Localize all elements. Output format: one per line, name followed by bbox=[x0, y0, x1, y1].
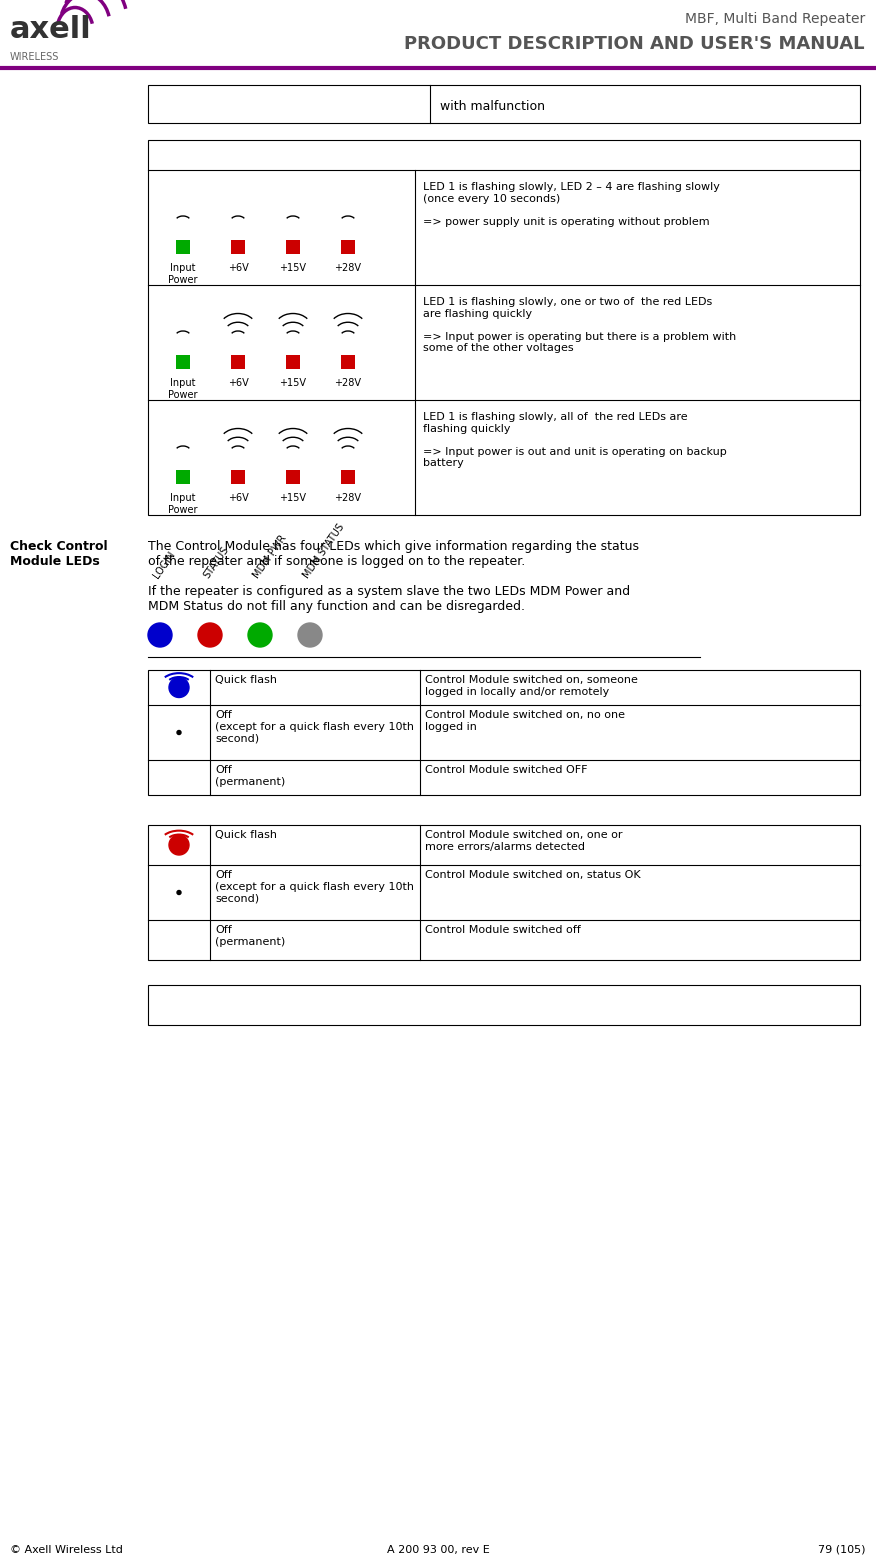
Circle shape bbox=[148, 623, 172, 646]
Text: +6V: +6V bbox=[228, 493, 249, 503]
Text: Off
(permanent): Off (permanent) bbox=[215, 926, 286, 946]
Text: Input
Power: Input Power bbox=[168, 262, 198, 284]
FancyBboxPatch shape bbox=[148, 826, 860, 960]
Text: Quick flash: Quick flash bbox=[215, 674, 277, 685]
Text: Control Module switched on, no one
logged in: Control Module switched on, no one logge… bbox=[425, 710, 625, 732]
Text: Off
(permanent): Off (permanent) bbox=[215, 765, 286, 787]
FancyBboxPatch shape bbox=[286, 354, 300, 368]
FancyBboxPatch shape bbox=[341, 354, 355, 368]
Text: +15V: +15V bbox=[279, 378, 307, 389]
Text: +15V: +15V bbox=[279, 262, 307, 273]
FancyBboxPatch shape bbox=[148, 84, 860, 123]
Text: The Control Module has four LEDs which give information regarding the status
of : The Control Module has four LEDs which g… bbox=[148, 540, 639, 613]
Text: Control Module switched on, one or
more errors/alarms detected: Control Module switched on, one or more … bbox=[425, 830, 623, 852]
FancyBboxPatch shape bbox=[176, 470, 190, 484]
FancyBboxPatch shape bbox=[176, 240, 190, 254]
FancyBboxPatch shape bbox=[286, 470, 300, 484]
Circle shape bbox=[177, 890, 181, 894]
Text: STATUS: STATUS bbox=[201, 545, 230, 581]
Text: +28V: +28V bbox=[335, 378, 362, 389]
FancyBboxPatch shape bbox=[148, 985, 860, 1026]
Text: +15V: +15V bbox=[279, 493, 307, 503]
Text: with malfunction: with malfunction bbox=[440, 100, 545, 112]
Text: Check Control
Module LEDs: Check Control Module LEDs bbox=[10, 540, 108, 568]
Text: MDM PWR: MDM PWR bbox=[251, 534, 289, 581]
Text: Quick flash: Quick flash bbox=[215, 830, 277, 840]
Text: +6V: +6V bbox=[228, 378, 249, 389]
Circle shape bbox=[169, 723, 189, 743]
Circle shape bbox=[169, 768, 189, 787]
Text: LED 1 is flashing slowly, LED 2 – 4 are flashing slowly
(once every 10 seconds)
: LED 1 is flashing slowly, LED 2 – 4 are … bbox=[423, 183, 720, 226]
FancyBboxPatch shape bbox=[341, 470, 355, 484]
Text: +28V: +28V bbox=[335, 262, 362, 273]
Text: Off
(except for a quick flash every 10th
second): Off (except for a quick flash every 10th… bbox=[215, 869, 414, 904]
Text: LOGIN: LOGIN bbox=[152, 549, 178, 581]
FancyBboxPatch shape bbox=[231, 470, 245, 484]
FancyBboxPatch shape bbox=[286, 240, 300, 254]
FancyBboxPatch shape bbox=[341, 240, 355, 254]
FancyBboxPatch shape bbox=[231, 354, 245, 368]
Circle shape bbox=[169, 835, 189, 855]
Circle shape bbox=[169, 677, 189, 698]
FancyBboxPatch shape bbox=[176, 354, 190, 368]
Text: 79 (105): 79 (105) bbox=[817, 1545, 865, 1555]
Text: Input
Power: Input Power bbox=[168, 378, 198, 400]
Text: MDM STATUS: MDM STATUS bbox=[302, 521, 347, 581]
Text: Input
Power: Input Power bbox=[168, 493, 198, 515]
Text: MBF, Multi Band Repeater: MBF, Multi Band Repeater bbox=[685, 12, 865, 27]
Circle shape bbox=[198, 623, 222, 646]
Text: Control Module switched off: Control Module switched off bbox=[425, 926, 581, 935]
Circle shape bbox=[298, 623, 322, 646]
Circle shape bbox=[177, 731, 181, 735]
Text: PRODUCT DESCRIPTION AND USER'S MANUAL: PRODUCT DESCRIPTION AND USER'S MANUAL bbox=[405, 34, 865, 53]
Text: LED 1 is flashing slowly, all of  the red LEDs are
flashing quickly

=> Input po: LED 1 is flashing slowly, all of the red… bbox=[423, 412, 727, 468]
Text: A 200 93 00, rev E: A 200 93 00, rev E bbox=[386, 1545, 490, 1555]
Text: +28V: +28V bbox=[335, 493, 362, 503]
Text: WIRELESS: WIRELESS bbox=[10, 52, 60, 62]
Text: LED 1 is flashing slowly, one or two of  the red LEDs
are flashing quickly

=> I: LED 1 is flashing slowly, one or two of … bbox=[423, 297, 736, 353]
Circle shape bbox=[248, 623, 272, 646]
Text: +6V: +6V bbox=[228, 262, 249, 273]
Circle shape bbox=[169, 930, 189, 951]
FancyBboxPatch shape bbox=[148, 140, 860, 515]
Text: © Axell Wireless Ltd: © Axell Wireless Ltd bbox=[10, 1545, 123, 1555]
FancyBboxPatch shape bbox=[148, 670, 860, 795]
Text: Control Module switched on, status OK: Control Module switched on, status OK bbox=[425, 869, 640, 880]
FancyBboxPatch shape bbox=[231, 240, 245, 254]
Text: Control Module switched OFF: Control Module switched OFF bbox=[425, 765, 588, 774]
Text: Control Module switched on, someone
logged in locally and/or remotely: Control Module switched on, someone logg… bbox=[425, 674, 638, 696]
Text: axell: axell bbox=[10, 16, 92, 44]
Circle shape bbox=[169, 882, 189, 902]
Text: Off
(except for a quick flash every 10th
second): Off (except for a quick flash every 10th… bbox=[215, 710, 414, 743]
